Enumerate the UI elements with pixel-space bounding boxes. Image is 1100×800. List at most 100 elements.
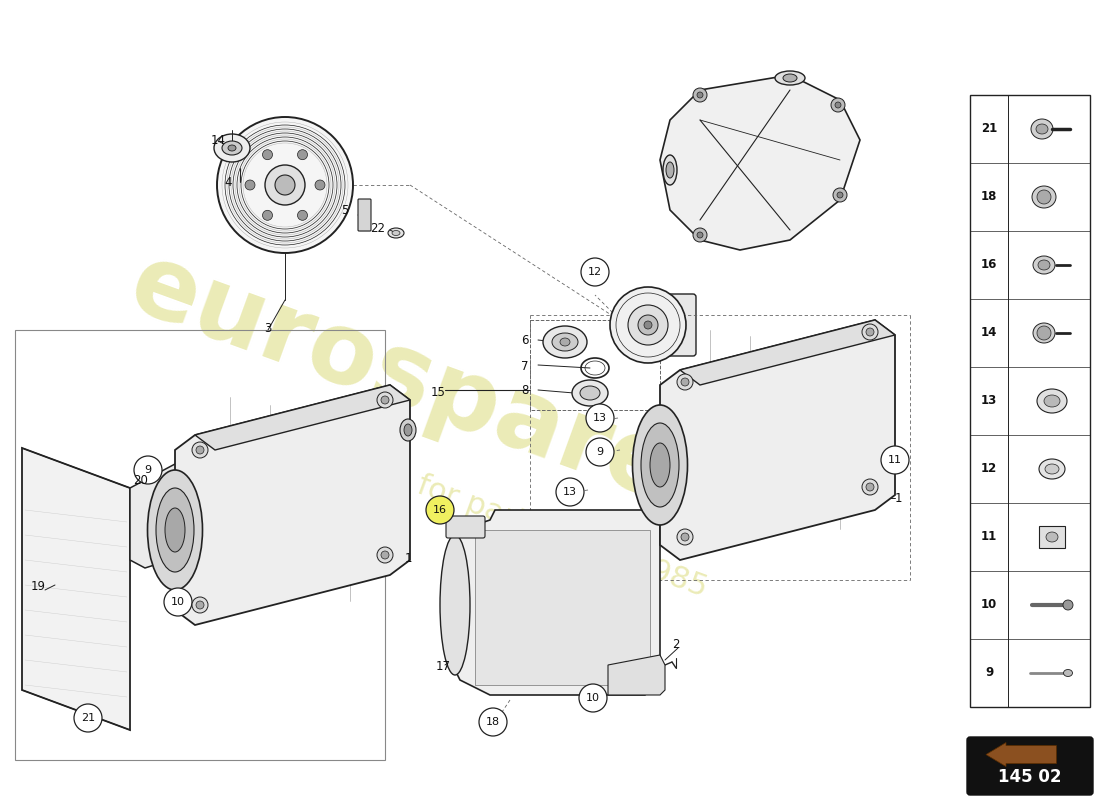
Text: eurospares: eurospares — [117, 236, 744, 544]
Ellipse shape — [572, 380, 608, 406]
Circle shape — [833, 188, 847, 202]
Bar — [970, 95, 1090, 707]
Circle shape — [265, 165, 305, 205]
Circle shape — [638, 315, 658, 335]
Text: 14: 14 — [210, 134, 225, 146]
Ellipse shape — [1064, 670, 1072, 677]
Circle shape — [381, 551, 389, 559]
Text: 3: 3 — [264, 322, 272, 334]
Circle shape — [478, 708, 507, 736]
FancyBboxPatch shape — [654, 294, 696, 356]
FancyBboxPatch shape — [358, 199, 371, 231]
Polygon shape — [660, 75, 860, 250]
Circle shape — [837, 192, 843, 198]
Text: a passion for parts since 1985: a passion for parts since 1985 — [268, 418, 712, 602]
Circle shape — [579, 684, 607, 712]
Circle shape — [862, 479, 878, 495]
Ellipse shape — [1032, 186, 1056, 208]
Text: 10: 10 — [981, 598, 997, 611]
Polygon shape — [175, 385, 410, 625]
Ellipse shape — [1040, 459, 1065, 479]
Circle shape — [275, 175, 295, 195]
Text: 18: 18 — [486, 717, 500, 727]
Text: 21: 21 — [981, 122, 997, 135]
Ellipse shape — [263, 210, 273, 220]
Bar — [1040, 526, 1065, 548]
Ellipse shape — [1038, 260, 1050, 270]
Circle shape — [196, 446, 204, 454]
Circle shape — [377, 392, 393, 408]
Text: 2: 2 — [672, 638, 680, 651]
Text: 18: 18 — [981, 190, 998, 203]
Ellipse shape — [1044, 395, 1060, 407]
Circle shape — [862, 324, 878, 340]
Text: 11: 11 — [981, 530, 997, 543]
Ellipse shape — [543, 326, 587, 358]
Text: 15: 15 — [430, 386, 446, 399]
Text: 9: 9 — [596, 447, 604, 457]
Circle shape — [192, 597, 208, 613]
Circle shape — [835, 102, 842, 108]
Ellipse shape — [641, 423, 679, 507]
Polygon shape — [22, 448, 130, 730]
Ellipse shape — [297, 210, 308, 220]
Circle shape — [866, 328, 874, 336]
Circle shape — [381, 396, 389, 404]
Ellipse shape — [560, 338, 570, 346]
Ellipse shape — [1036, 124, 1048, 134]
Circle shape — [830, 98, 845, 112]
Circle shape — [586, 404, 614, 432]
Polygon shape — [450, 510, 660, 695]
Ellipse shape — [392, 230, 400, 235]
Ellipse shape — [666, 162, 674, 178]
Text: 1: 1 — [405, 551, 412, 565]
Circle shape — [196, 601, 204, 609]
Ellipse shape — [388, 228, 404, 238]
Text: 13: 13 — [981, 394, 997, 407]
Text: 16: 16 — [433, 505, 447, 515]
Circle shape — [74, 704, 102, 732]
Circle shape — [697, 92, 703, 98]
Circle shape — [693, 88, 707, 102]
Ellipse shape — [1046, 532, 1058, 542]
Text: 10: 10 — [170, 597, 185, 607]
Text: 14: 14 — [981, 326, 998, 339]
Ellipse shape — [404, 424, 412, 436]
Text: 22: 22 — [371, 222, 385, 234]
Text: 5: 5 — [341, 203, 349, 217]
Circle shape — [644, 321, 652, 329]
Circle shape — [1063, 600, 1072, 610]
Circle shape — [693, 228, 707, 242]
Ellipse shape — [228, 145, 236, 151]
Ellipse shape — [156, 488, 194, 572]
Ellipse shape — [440, 535, 470, 675]
Ellipse shape — [222, 141, 242, 155]
Circle shape — [581, 258, 609, 286]
Circle shape — [681, 378, 689, 386]
Ellipse shape — [632, 405, 688, 525]
Text: 16: 16 — [981, 258, 998, 271]
Text: 7: 7 — [521, 359, 529, 373]
Circle shape — [426, 496, 454, 524]
Ellipse shape — [147, 470, 202, 590]
Ellipse shape — [263, 150, 273, 160]
Bar — [530, 320, 660, 410]
Circle shape — [676, 374, 693, 390]
Ellipse shape — [165, 508, 185, 552]
Ellipse shape — [1033, 256, 1055, 274]
Circle shape — [192, 442, 208, 458]
Text: 9: 9 — [144, 465, 152, 475]
Ellipse shape — [650, 443, 670, 487]
Text: 6: 6 — [521, 334, 529, 346]
Circle shape — [377, 547, 393, 563]
Text: 9: 9 — [984, 666, 993, 679]
Ellipse shape — [297, 150, 308, 160]
Text: 20: 20 — [133, 474, 148, 486]
Circle shape — [881, 446, 909, 474]
Polygon shape — [130, 448, 235, 568]
Ellipse shape — [1037, 389, 1067, 413]
Text: 1: 1 — [895, 491, 902, 505]
Text: 13: 13 — [563, 487, 578, 497]
Ellipse shape — [776, 71, 805, 85]
Text: 145 02: 145 02 — [999, 769, 1062, 786]
